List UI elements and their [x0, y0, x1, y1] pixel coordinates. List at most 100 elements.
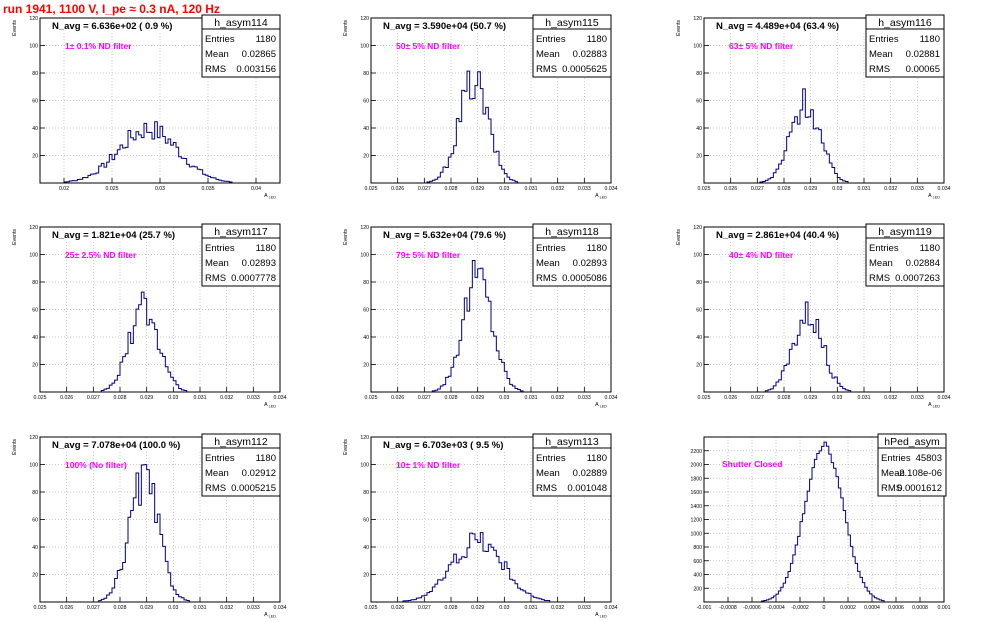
y-tick-label: 100: [29, 253, 38, 259]
stats-value: 0.02893: [573, 258, 607, 269]
title-box: [41, 228, 216, 241]
stats-label: Entries: [205, 453, 235, 464]
x-tick-label: 0.029: [471, 395, 484, 401]
x-tick-label: 0.032: [551, 186, 564, 192]
stats-value: 0.0007778: [231, 273, 276, 284]
y-tick-label: 800: [693, 545, 702, 551]
x-axis-title-subscript: LED: [600, 196, 608, 200]
x-tick-label: 0.026: [60, 395, 73, 401]
x-tick-label: -0.0008: [719, 605, 737, 611]
x-tick-label: 0.033: [911, 186, 924, 192]
stats-box-frame: [201, 223, 281, 287]
y-tick-label: 60: [32, 308, 38, 314]
y-tick-label: 60: [363, 308, 369, 314]
stats-box-frame: [877, 433, 947, 497]
stats-box-frame: [532, 14, 612, 78]
filter-annotation: 40± 4% ND filter: [729, 250, 794, 260]
x-tick-label: 0.026: [391, 186, 404, 192]
y-tick-label: 60: [363, 99, 369, 105]
stats-value: -2.108e-06: [896, 468, 942, 479]
stats-value: 1180: [587, 243, 607, 254]
stats-label: Entries: [881, 453, 911, 464]
stats-box: hPed_asym Entries 45803 Mean-2.108e-06 RMS0.…: [877, 433, 947, 497]
stats-value: 0.02883: [573, 49, 607, 60]
y-tick-label: 40: [32, 545, 38, 551]
stats-label: Mean: [536, 468, 560, 479]
x-tick-label: 0.029: [140, 395, 153, 401]
panel-title: N_avg = 5.632e+04 (79.6 %): [383, 230, 506, 241]
x-axis-title-subscript: LED: [269, 196, 277, 200]
y-tick-label: 80: [32, 280, 38, 286]
stats-name: h_asym114: [214, 17, 268, 29]
stats-name: h_asym116: [878, 17, 932, 29]
y-tick-label: 20: [32, 573, 38, 579]
y-axis-title: Events: [676, 20, 682, 36]
x-axis-title-subscript: LED: [933, 405, 941, 409]
panel-title: N_avg = 3.590e+04 (50.7 %): [383, 21, 506, 32]
x-tick-label: 0.028: [778, 186, 791, 192]
stats-label: RMS: [205, 273, 226, 284]
x-tick-label: 0.029: [804, 395, 817, 401]
stats-label: Mean: [536, 258, 560, 269]
x-tick-label: 0.027: [751, 186, 764, 192]
stats-value: 1180: [587, 453, 607, 464]
x-tick-label: 0.031: [525, 186, 538, 192]
y-tick-label: 120: [29, 16, 38, 22]
x-tick-label: 0.028: [445, 395, 458, 401]
run-title: run 1941, 1100 V, I_pe ≈ 0.3 nA, 120 Hz: [3, 2, 220, 16]
stats-value: 1180: [920, 34, 940, 45]
title-box: [372, 438, 547, 451]
y-tick-label: 40: [363, 335, 369, 341]
x-tick-label: 0.032: [551, 605, 564, 611]
x-tick-label: 0.0006: [888, 605, 904, 611]
x-tick-label: -0.0004: [767, 605, 785, 611]
y-tick-label: 120: [693, 225, 702, 231]
stats-box-frame: [865, 223, 945, 287]
x-axis-title: ALED: [264, 193, 276, 200]
y-tick-label: 20: [363, 573, 369, 579]
y-tick-label: 1400: [690, 504, 702, 510]
y-tick-label: 60: [32, 518, 38, 524]
x-tick-label: 0.031: [194, 605, 207, 611]
y-tick-label: 80: [696, 71, 702, 77]
x-axis-title-subscript: LED: [269, 405, 277, 409]
x-axis-title-subscript: LED: [269, 615, 277, 619]
x-tick-label: 0.033: [247, 605, 260, 611]
x-tick-label: 0.0008: [912, 605, 928, 611]
stats-value: 1180: [256, 34, 276, 45]
y-tick-label: 80: [363, 71, 369, 77]
x-tick-label: 0.0004: [864, 605, 880, 611]
x-tick-label: 0.027: [87, 395, 100, 401]
stats-label: Mean: [869, 258, 893, 269]
y-tick-label: 80: [32, 490, 38, 496]
stats-value: 0.0005215: [231, 483, 276, 494]
x-tick-label: 0.025: [698, 186, 711, 192]
title-box: [41, 19, 216, 32]
y-tick-label: 80: [363, 280, 369, 286]
x-tick-label: 0.025: [365, 186, 378, 192]
x-tick-label: 0.025: [34, 605, 47, 611]
x-tick-label: 0.032: [220, 395, 233, 401]
filter-annotation: Shutter Closed: [722, 459, 782, 469]
x-axis-title: ALED: [595, 612, 607, 619]
y-tick-label: 20: [32, 363, 38, 369]
x-tick-label: 0: [823, 605, 826, 611]
filter-annotation: 79± 5% ND filter: [396, 250, 461, 260]
histogram-series-line: [371, 532, 611, 603]
x-axis-title: ALED: [928, 193, 940, 200]
stats-box-frame: [532, 223, 612, 287]
y-tick-label: 600: [693, 559, 702, 565]
stats-value: 0.02865: [242, 49, 276, 60]
x-tick-label: 0.027: [418, 186, 431, 192]
stats-label: RMS: [536, 483, 557, 494]
stats-value: 0.0005086: [562, 273, 607, 284]
stats-box: h_asym119 Entries 1180 Mean 0.02884 RMS 0.0007…: [865, 223, 945, 287]
x-tick-label: 0.029: [140, 605, 153, 611]
title-box: [705, 19, 880, 32]
stats-value: 1180: [920, 243, 940, 254]
